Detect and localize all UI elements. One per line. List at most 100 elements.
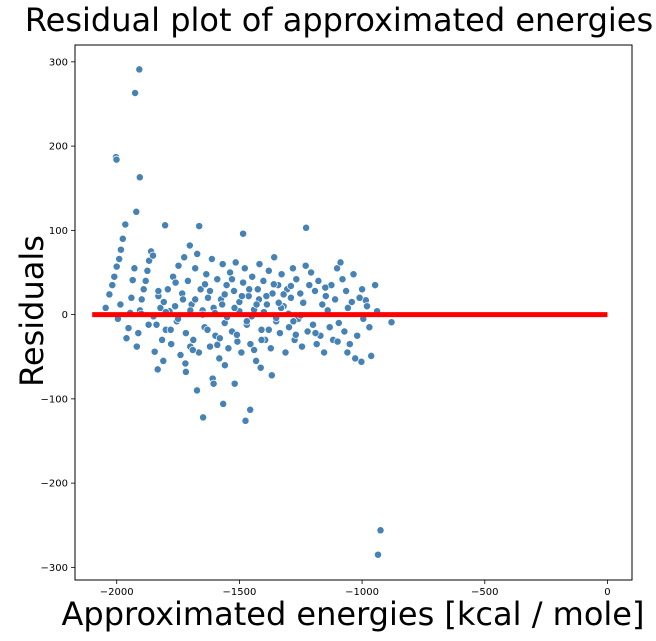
data-point [302,223,311,232]
data-point [255,260,264,269]
data-point [231,258,240,267]
data-point [331,295,340,304]
data-point [230,379,239,388]
data-point [338,275,347,284]
data-point [343,348,352,357]
data-point [199,413,208,422]
data-point [230,287,238,295]
y-tick-label: 200 [49,142,68,153]
data-point [264,325,273,334]
y-tick-label: 100 [49,226,68,237]
data-point [311,287,319,295]
data-point [363,302,371,311]
data-point [206,287,214,295]
data-point [150,347,159,356]
data-point [191,295,200,304]
data-point [185,241,194,250]
data-point [209,379,218,388]
data-point [132,342,141,351]
data-point [340,327,349,336]
data-point [195,222,204,231]
data-point [305,281,314,290]
data-point [163,285,172,294]
data-point [321,292,330,301]
data-point [318,300,327,309]
data-point [250,346,259,354]
data-point [153,365,162,374]
data-point [222,281,231,290]
data-point [353,331,362,340]
y-tick-label: 300 [49,57,68,68]
data-point [181,359,190,368]
data-point [298,342,306,351]
y-tick-label: −100 [41,394,68,405]
data-point [183,276,192,285]
data-point [139,285,148,294]
data-point [307,268,316,277]
y-tick-label: −200 [41,479,68,490]
data-point [279,290,288,299]
data-point [246,340,255,349]
data-point [201,280,209,289]
data-point [387,318,396,327]
data-point [343,303,352,312]
data-point [237,348,246,357]
data-point [252,356,261,365]
data-point [128,276,137,285]
data-point [105,290,114,299]
data-point [196,285,205,294]
data-point [336,258,345,267]
x-tick-label: −500 [471,587,498,598]
data-point [365,323,374,332]
data-point [224,344,233,353]
x-tick-label: −1500 [222,587,256,598]
data-point [320,348,329,357]
data-point [351,354,360,363]
data-point [149,251,157,260]
data-point [241,416,250,425]
data-point [143,266,152,275]
data-point [110,272,119,281]
data-point [242,317,251,326]
data-point [135,65,144,74]
data-point [286,293,295,302]
data-point [135,173,144,182]
data-point [171,278,180,287]
data-point [204,293,212,302]
data-point [252,300,261,309]
data-point [239,229,248,238]
data-point [180,253,189,262]
data-point [259,276,268,285]
data-point [333,337,342,346]
data-point [228,275,236,284]
data-point [246,405,255,414]
data-point [130,264,139,273]
data-point [132,207,141,216]
data-point [325,323,334,332]
data-point [166,325,175,334]
data-point [345,340,354,349]
data-point [371,281,380,290]
data-point [220,361,229,370]
data-point [206,342,214,351]
data-point [333,264,342,273]
data-point [112,155,121,164]
data-point [301,261,310,270]
data-point [189,335,198,344]
data-point [108,281,117,290]
chart-title: Residual plot of approximated energies [25,1,653,39]
data-point [347,298,356,306]
data-point [367,351,376,360]
data-point [116,300,125,309]
data-point [232,330,241,339]
data-point [124,324,133,333]
data-point [289,317,298,326]
data-point [176,351,185,359]
data-point [267,371,276,380]
points-layer [101,65,396,559]
data-point [181,367,190,376]
data-point [240,264,249,273]
data-point [312,340,321,349]
x-axis-label: Approximated energies [kcal / mole] [62,595,645,633]
